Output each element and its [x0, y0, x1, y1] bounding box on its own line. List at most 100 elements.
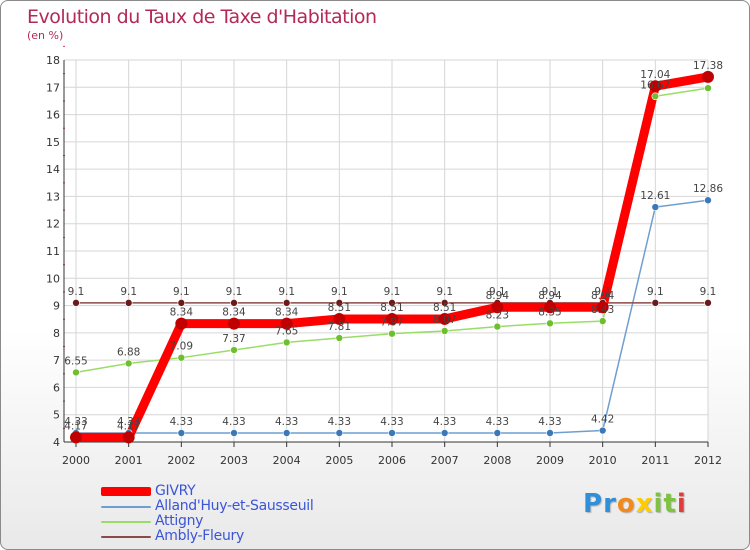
data-label-alland-huy: 4.33	[275, 416, 298, 428]
y-tick-label: 13	[46, 190, 60, 203]
data-label-ambly-fleury: 9.1	[700, 286, 717, 298]
data-label-ambly-fleury: 9.1	[436, 286, 453, 298]
data-point-givry	[438, 312, 451, 325]
data-label-givry: 4.17	[117, 420, 140, 432]
data-label-attigny: 6.55	[64, 355, 87, 367]
data-label-alland-huy: 4.33	[222, 416, 245, 428]
data-point-attigny	[282, 338, 291, 347]
y-tick-label: 10	[46, 272, 60, 285]
legend-swatch-ambly-fleury	[101, 536, 151, 538]
data-point-attigny	[177, 353, 186, 362]
data-label-attigny: 8.07	[433, 314, 456, 326]
data-label-alland-huy: 4.33	[538, 416, 561, 428]
data-point-ambly-fleury	[388, 299, 396, 307]
data-label-givry: 8.34	[222, 307, 246, 319]
legend-label-ambly-fleury: Ambly-Fleury	[155, 528, 244, 544]
x-tick-label: 2000	[62, 454, 90, 467]
data-label-ambly-fleury: 9.1	[226, 286, 243, 298]
data-point-ambly-fleury	[177, 299, 186, 307]
data-point-givry	[649, 80, 662, 93]
y-tick-label: 18	[46, 54, 60, 67]
data-label-givry: 17.04	[640, 69, 670, 81]
data-point-attigny	[704, 84, 712, 92]
data-point-attigny	[598, 317, 607, 325]
data-label-ambly-fleury: 9.1	[120, 286, 137, 298]
data-point-alland-huy	[335, 429, 344, 437]
data-point-attigny	[72, 368, 80, 377]
data-point-givry	[386, 312, 398, 325]
data-point-attigny	[546, 319, 554, 328]
data-point-alland-huy	[704, 196, 712, 205]
data-point-attigny	[230, 346, 238, 354]
logo-letter: i	[653, 489, 664, 519]
x-tick-label: 2002	[167, 454, 195, 467]
data-label-attigny: 7.65	[275, 325, 298, 337]
data-label-alland-huy: 4.33	[64, 416, 87, 428]
data-label-ambly-fleury: 9.1	[331, 286, 348, 298]
data-label-alland-huy: 4.33	[328, 416, 351, 428]
data-point-givry	[333, 312, 346, 325]
legend-label-alland-huy: Alland'Huy-et-Sausseuil	[155, 498, 314, 514]
legend-swatch-alland-huy	[101, 506, 151, 508]
data-point-givry	[596, 301, 609, 314]
y-tick-label: 16	[46, 109, 60, 122]
data-point-alland-huy	[651, 203, 660, 211]
data-point-attigny	[124, 359, 133, 368]
data-point-attigny	[335, 334, 344, 342]
data-label-ambly-fleury: 9.1	[173, 286, 190, 298]
data-label-givry: 8.34	[170, 307, 194, 319]
data-point-givry	[491, 301, 504, 314]
data-label-alland-huy: 4.42	[591, 414, 614, 426]
data-point-attigny	[388, 329, 396, 338]
logo-letter: P	[583, 489, 604, 519]
data-point-ambly-fleury	[651, 299, 660, 307]
data-label-givry: 4.17	[64, 420, 87, 432]
chart-title: Evolution du Taux de Taxe d'Habitation	[27, 6, 377, 28]
logo-letter: i	[676, 489, 687, 519]
data-label-alland-huy: 4.33	[380, 416, 403, 428]
y-tick-label: 9	[53, 300, 60, 313]
y-tick-label: 8	[53, 327, 60, 340]
data-point-givry	[544, 301, 556, 314]
logo-letter: o	[616, 489, 636, 519]
data-label-alland-huy: 4.33	[433, 416, 456, 428]
y-tick-label: 14	[46, 163, 60, 176]
data-label-attigny: 7.09	[170, 341, 193, 353]
data-label-givry: 8.51	[433, 302, 456, 314]
data-label-attigny: 6.88	[117, 346, 140, 358]
data-label-alland-huy: 12.61	[640, 190, 670, 202]
data-label-ambly-fleury: 9.1	[542, 286, 559, 298]
data-point-attigny	[493, 322, 502, 331]
legend-swatch-attigny	[101, 521, 151, 523]
data-point-alland-huy	[546, 429, 554, 437]
x-tick-label: 2006	[378, 454, 406, 467]
data-label-givry: 8.51	[380, 302, 403, 314]
data-point-ambly-fleury	[124, 299, 133, 307]
data-label-attigny: 7.37	[222, 333, 245, 345]
data-label-attigny: 8.43	[591, 304, 614, 316]
y-tick-label: 17	[46, 81, 60, 94]
data-point-givry	[702, 70, 714, 83]
x-tick-label: 2010	[589, 454, 617, 467]
y-tick-label: 5	[53, 409, 60, 422]
data-point-givry	[122, 431, 135, 444]
data-label-attigny: 8.23	[486, 310, 509, 322]
x-tick-label: 2009	[536, 454, 564, 467]
x-tick-label: 2012	[694, 454, 722, 467]
data-label-givry: 8.94	[486, 290, 510, 302]
x-tick-label: 2001	[115, 454, 143, 467]
y-tick-label: 15	[46, 136, 60, 149]
logo-letter: x	[635, 489, 654, 519]
data-label-alland-huy: 4.33	[486, 416, 509, 428]
data-point-ambly-fleury	[704, 299, 712, 307]
data-label-givry: 8.94	[591, 290, 615, 302]
legend-swatch-givry	[101, 487, 151, 496]
x-tick-label: 2005	[325, 454, 353, 467]
data-point-ambly-fleury	[335, 299, 344, 307]
data-point-givry	[175, 317, 188, 330]
data-label-ambly-fleury: 9.1	[384, 286, 401, 298]
data-point-ambly-fleury	[230, 299, 238, 307]
logo-letter: r	[603, 489, 617, 519]
